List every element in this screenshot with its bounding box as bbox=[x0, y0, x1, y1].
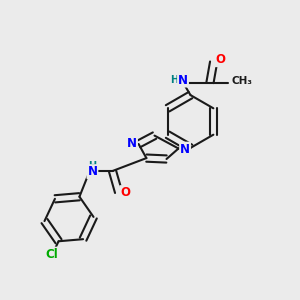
Text: H: H bbox=[88, 160, 97, 171]
Text: N: N bbox=[87, 165, 98, 178]
Text: N: N bbox=[180, 142, 190, 156]
Text: CH₃: CH₃ bbox=[231, 76, 252, 86]
Text: O: O bbox=[120, 186, 130, 199]
Text: Cl: Cl bbox=[45, 248, 58, 261]
Text: N: N bbox=[178, 74, 188, 87]
Text: O: O bbox=[215, 53, 225, 66]
Text: N: N bbox=[127, 137, 137, 150]
Text: H: H bbox=[170, 75, 179, 85]
